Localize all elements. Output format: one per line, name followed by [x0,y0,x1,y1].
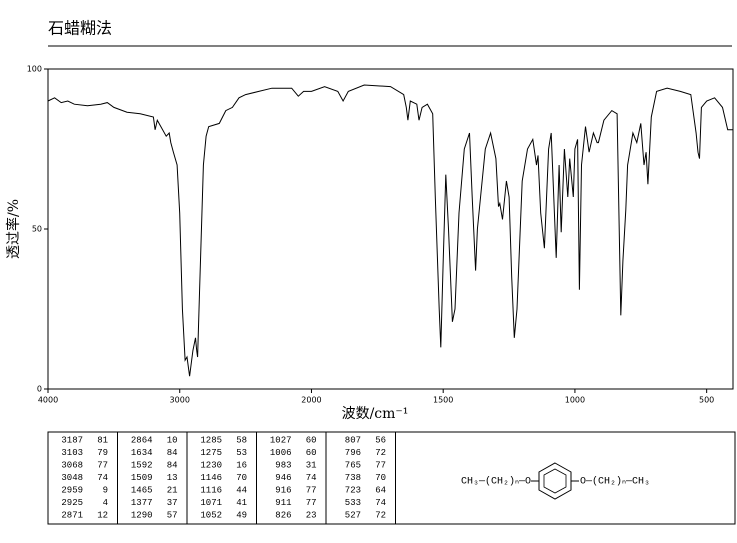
peak-wavenumber: 1116 [200,485,222,495]
peak-wavenumber: 3103 [61,448,83,458]
x-axis-label: 波数/cm⁻¹ [342,406,409,422]
peak-transmittance: 10 [167,435,178,445]
peak-transmittance: 4 [103,498,108,508]
peak-wavenumber: 1052 [200,510,222,520]
peak-transmittance: 57 [167,510,178,520]
peak-wavenumber: 3187 [61,435,83,445]
peak-wavenumber: 916 [275,485,291,495]
peak-wavenumber: 1006 [270,448,292,458]
peak-wavenumber: 1465 [131,485,153,495]
peak-wavenumber: 1071 [200,498,222,508]
peak-transmittance: 53 [236,448,247,458]
peak-transmittance: 77 [375,460,386,470]
peak-transmittance: 74 [375,498,386,508]
peak-wavenumber: 826 [275,510,291,520]
peak-transmittance: 72 [375,448,386,458]
peak-transmittance: 13 [167,473,178,483]
table-frame [47,431,736,525]
peak-wavenumber: 1146 [200,473,222,483]
chart-title: 石蜡糊法 [48,19,112,38]
y-axis-label: 透过率/% [5,199,22,259]
peak-wavenumber: 807 [345,435,361,445]
peak-wavenumber: 533 [345,498,361,508]
peak-wavenumber: 1509 [131,473,153,483]
peak-wavenumber: 1634 [131,448,153,458]
peak-transmittance: 60 [306,448,317,458]
peak-transmittance: 77 [306,498,317,508]
peak-transmittance: 21 [167,485,178,495]
peak-transmittance: 70 [375,473,386,483]
peak-wavenumber: 738 [345,473,361,483]
peak-transmittance: 56 [375,435,386,445]
structure-right: O—(CH₂)ₙ—CH₃ [580,476,650,488]
peak-transmittance: 81 [97,435,108,445]
peak-transmittance: 44 [236,485,247,495]
benzene-ring [538,462,572,500]
peak-wavenumber: 2925 [61,498,83,508]
peak-transmittance: 58 [236,435,247,445]
peak-wavenumber: 1027 [270,435,292,445]
peak-transmittance: 64 [375,485,386,495]
peak-wavenumber: 1592 [131,460,153,470]
peak-transmittance: 60 [306,435,317,445]
peak-wavenumber: 527 [345,510,361,520]
peak-wavenumber: 1285 [200,435,222,445]
peak-transmittance: 84 [167,448,178,458]
peak-transmittance: 74 [97,473,108,483]
peak-wavenumber: 2959 [61,485,83,495]
peak-wavenumber: 796 [345,448,361,458]
x-tick-label: 3000 [170,396,190,405]
peak-transmittance: 77 [306,485,317,495]
y-tick-label: 50 [32,225,42,234]
peak-wavenumber: 3048 [61,473,83,483]
plot-frame [47,68,734,390]
peak-transmittance: 37 [167,498,178,508]
peak-wavenumber: 1230 [200,460,222,470]
peak-transmittance: 31 [306,460,317,470]
peak-transmittance: 70 [236,473,247,483]
x-tick-label: 1000 [565,396,585,405]
peak-wavenumber: 1377 [131,498,153,508]
peak-wavenumber: 911 [275,498,291,508]
peak-table: 3187 81 3103 79 3068 77 3048 74 2959 9 2925 4 2871 12… [61,432,396,524]
x-tick-label: 2000 [301,396,321,405]
structure-left: CH₃—(CH₂)ₙ—O [461,476,531,488]
y-tick-label: 100 [27,65,42,74]
peak-transmittance: 74 [306,473,317,483]
peak-transmittance: 84 [167,460,178,470]
peak-transmittance: 72 [375,510,386,520]
spectrum-line [47,84,733,377]
peak-transmittance: 77 [97,460,108,470]
peak-wavenumber: 2864 [131,435,153,445]
peak-transmittance: 79 [97,448,108,458]
y-tick-label: 0 [37,385,42,394]
peak-transmittance: 16 [236,460,247,470]
peak-wavenumber: 946 [275,473,291,483]
peak-transmittance: 49 [236,510,247,520]
x-tick-label: 1500 [433,396,453,405]
peak-wavenumber: 765 [345,460,361,470]
peak-wavenumber: 2871 [61,510,83,520]
peak-wavenumber: 723 [345,485,361,495]
peak-wavenumber: 983 [275,460,291,470]
peak-wavenumber: 1275 [200,448,222,458]
peak-transmittance: 23 [306,510,317,520]
peak-transmittance: 41 [236,498,247,508]
peak-wavenumber: 3068 [61,460,83,470]
benzene-inner [543,468,567,494]
peak-transmittance: 9 [103,485,108,495]
peak-transmittance: 12 [97,510,108,520]
x-tick-label: 500 [699,396,714,405]
x-tick-label: 4000 [38,396,58,405]
peak-wavenumber: 1290 [131,510,153,520]
